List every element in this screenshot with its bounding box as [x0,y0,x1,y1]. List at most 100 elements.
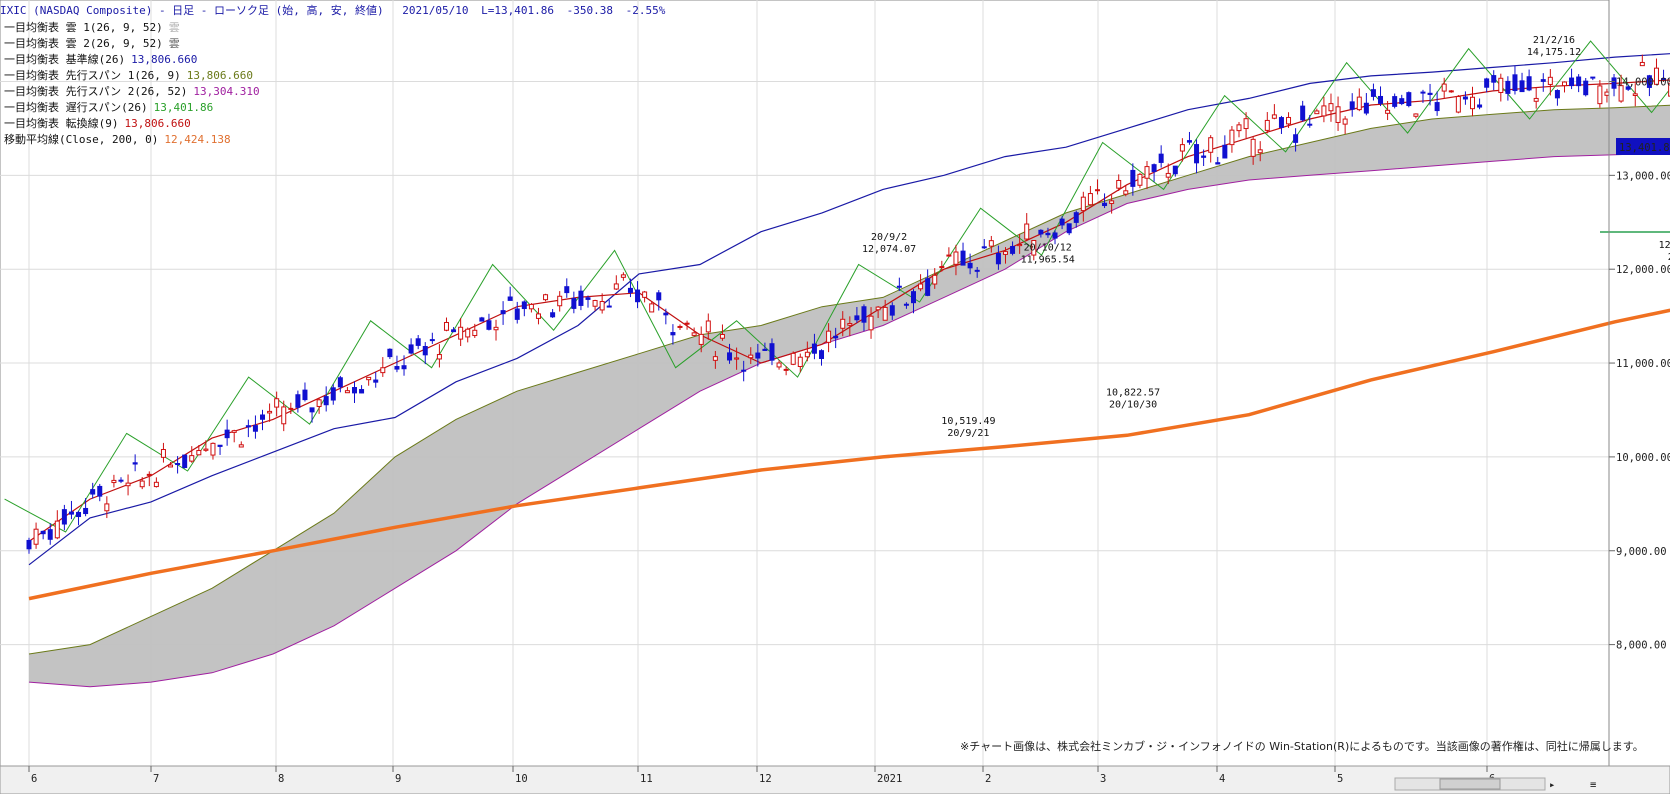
candle-body [359,389,365,394]
scrollbar-thumb[interactable] [1439,778,1501,790]
y-tick-label: 8,000.00 [1616,640,1667,652]
candle-body [1123,190,1129,195]
annotation-primary: 21/2/16 [1533,35,1575,46]
candle-body [281,406,287,425]
candle-body [436,354,442,360]
candle-body [1561,81,1567,87]
candle-body [613,283,619,290]
candle-body [132,462,138,465]
candle-body [1172,165,1178,175]
candle-body [274,398,280,408]
candle-body [61,509,67,525]
candle-body [741,369,747,372]
candle-body [1264,119,1270,131]
legend-label: 一目均衡表 雲 1(26, 9, 52) [4,20,163,34]
y-tick-label: 10,000.00 [1616,452,1670,464]
legend-value: 雲 [169,37,180,50]
candle-body [925,278,931,296]
candle-body [408,344,414,354]
candle-body [656,292,662,301]
y-axis-ticks: 8,000.00 9,000.00 10,000.00 11,000.00 12,000… [1609,77,1670,652]
candle-body [528,303,534,310]
candle-body [1271,114,1277,119]
candle-body [1087,193,1093,206]
current-price-tag-label: 13,401.86 [1619,142,1670,154]
chart-header: IXIC (NASDAQ Composite) - 日足 - ローソク足 (始,… [0,3,666,17]
candle-body [366,376,372,381]
candle-body [1569,77,1575,87]
x-tick-label: 10 [515,773,528,785]
candle-body [267,410,273,414]
candle-body [337,377,343,388]
scroll-right-arrow-icon[interactable]: ▸ [1549,779,1555,791]
current-price-tag [1616,138,1670,155]
candle-body [1158,153,1164,163]
candle-body [507,296,513,301]
candle-body [1370,89,1376,97]
candle-body [635,289,641,303]
candle-body [1102,202,1108,207]
candle-body [988,240,994,247]
menu-icon[interactable]: ≡ [1590,779,1596,791]
legend-entry: 一目均衡表 雲 1(26, 9, 52) 雲 [4,20,180,34]
candle-body [903,303,909,306]
candle-body [451,329,457,333]
candle-body [847,323,853,326]
candle-body [783,368,789,371]
candle-body [769,343,775,361]
x-tick-label: 12 [759,773,772,785]
candle-body [309,407,315,413]
candle-body [104,503,110,512]
candle-body [182,454,188,469]
annotation-secondary: 12,074.07 [862,244,916,255]
candle-body [670,332,676,336]
candle-body [1498,77,1504,93]
candle-body [387,348,393,358]
annotation-primary: 20/10/12 [1024,242,1072,253]
x-tick-label: 3 [1100,773,1106,785]
candle-body [26,539,32,550]
candle-body [1094,189,1100,192]
candle-body [1484,78,1490,88]
candle-body [1356,96,1362,111]
candle-body [854,315,860,321]
header-date: 2021/05/10 [402,4,468,17]
candle-body [889,305,895,316]
candle-body [819,350,825,359]
candle-body [1116,179,1122,189]
candle-body [260,414,266,420]
candle-body [642,291,648,298]
candle-body [1363,102,1369,114]
candle-body [330,387,336,401]
candle-body [1378,95,1384,104]
annotation-primary: 10,822.57 [1106,388,1160,399]
header-pct: -2.55% [626,4,666,17]
x-tick-label: 11 [640,773,653,785]
legend-label: 移動平均線(Close, 200, 0) [4,132,158,146]
candle-body [139,480,145,488]
x-tick-label: 2 [985,773,991,785]
candle-body [550,312,556,318]
candle-body [203,448,209,451]
candle-body [465,328,471,338]
candle-body [578,290,584,306]
legend-label: 一目均衡表 雲 2(26, 9, 52) [4,36,163,50]
annotation-primary: 10,519.49 [941,416,995,427]
legend-entry: 一目均衡表 遅行スパン(26) 13,401.86 [4,100,213,114]
candle-body [295,394,301,408]
annotation-secondary: 21/3/5 [1668,252,1670,263]
x-tick-label: 6 [31,773,37,785]
candle-body [911,291,916,304]
candle-body [592,300,598,307]
y-tick-label: 9,000.00 [1616,546,1667,558]
legend-entry: 一目均衡表 雲 2(26, 9, 52) 雲 [4,36,180,50]
candle-body [1293,134,1299,143]
candle-body [111,479,117,484]
candle-body [351,387,357,394]
candle-body [896,285,902,288]
y-tick-label: 13,000.00 [1616,170,1670,182]
candle-body [1576,76,1582,87]
candle-body [175,463,181,466]
candle-body [252,425,258,432]
candle-body [1031,239,1037,256]
